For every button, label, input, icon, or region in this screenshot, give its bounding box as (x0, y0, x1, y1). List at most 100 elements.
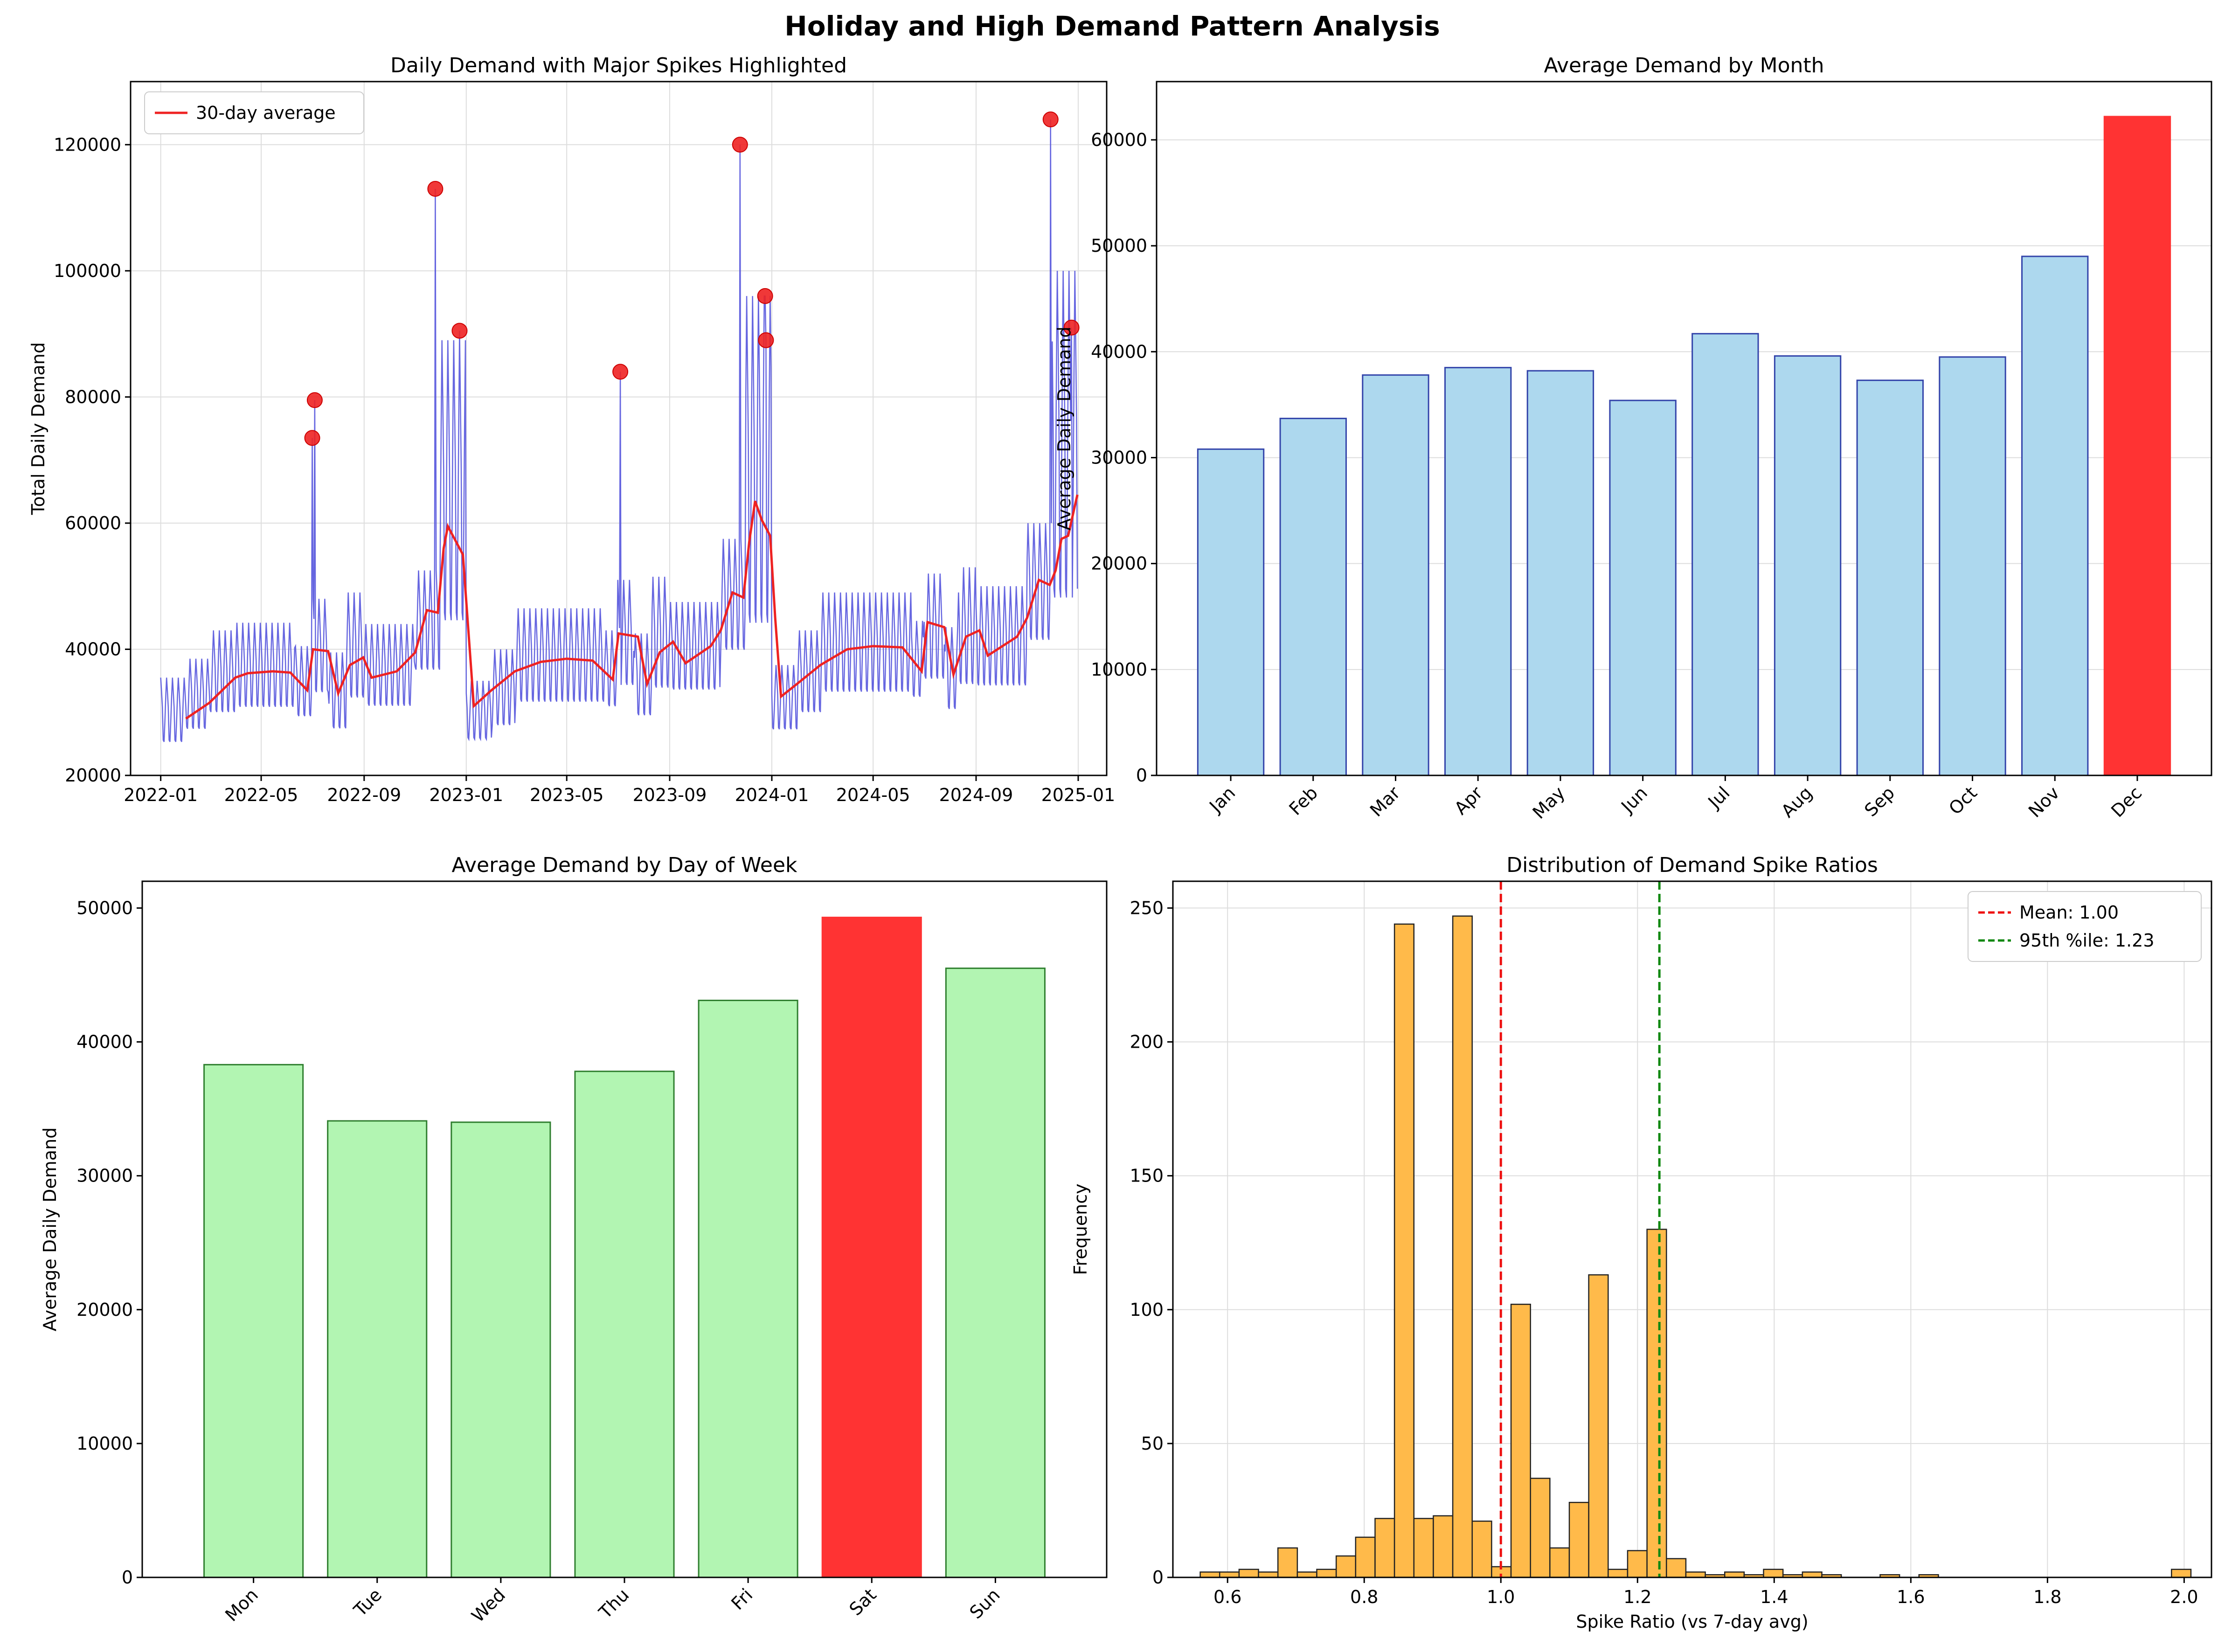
histogram-bar (1335, 1555, 1357, 1578)
x-tick-label: 1.6 (1897, 1587, 1925, 1607)
legend-label-average: 30-day average (196, 103, 336, 123)
x-axis-label: Spike Ratio (vs 7-day avg) (1576, 1611, 1808, 1632)
legend-label-p95: 95th %ile: 1.23 (2019, 930, 2155, 951)
histogram-bar (1724, 1571, 1745, 1578)
bar-wed (451, 1121, 551, 1578)
spike-marker (427, 180, 444, 197)
x-tick-label: Nov (2024, 782, 2064, 822)
x-tick-label: 2023-01 (429, 785, 503, 805)
histogram-bar (1393, 923, 1415, 1578)
histogram-bar (1277, 1547, 1298, 1578)
x-tick-label: 1.2 (1623, 1587, 1651, 1607)
y-tick-label: 30000 (1091, 447, 1147, 468)
spike-ratio-panel: 0 50 100 150 200 250 0.6 0.8 1.0 1.2 1.4 1.6 1.8 2.0 D… (1070, 853, 2212, 1632)
plot-frame (130, 81, 1108, 776)
panel-title: Distribution of Demand Spike Ratios (1506, 853, 1878, 877)
histogram-bar (1296, 1571, 1317, 1578)
histogram-bar (1608, 1569, 1629, 1578)
y-tick-label: 20000 (1091, 553, 1147, 574)
x-tick-label: 1.4 (1760, 1587, 1788, 1607)
y-tick-label: 10000 (1091, 659, 1147, 680)
y-tick-label: 50000 (1091, 235, 1147, 256)
weekday-demand-panel: 0 10000 20000 30000 40000 50000 Mon Tue Wed Thu Fr… (40, 853, 1108, 1626)
bar-sep (1856, 380, 1924, 776)
daily-demand-line (160, 119, 1078, 742)
x-tick-label: Jan (1205, 782, 1239, 817)
monthly-demand-panel: 0 10000 20000 30000 40000 50000 60000 Jan Feb Mar… (1054, 54, 2212, 823)
plot-frame (1172, 880, 2212, 1578)
x-tick-label: 2023-05 (530, 785, 604, 805)
x-tick-label: 1.0 (1487, 1587, 1515, 1607)
y-axis-label: Average Daily Demand (1054, 326, 1074, 531)
x-tick-label: Sat (845, 1584, 880, 1619)
histogram-bar (1568, 1501, 1589, 1578)
x-tick-label: Mar (1366, 782, 1404, 821)
y-axis-label: Frequency (1070, 1183, 1091, 1275)
x-tick-label: Sun (966, 1584, 1004, 1623)
x-tick-label: Sep (1860, 782, 1899, 821)
histogram-bar (1316, 1569, 1337, 1578)
x-tick-label: 2025-01 (1041, 785, 1116, 805)
x-tick-label: 1.8 (2033, 1587, 2061, 1607)
x-tick-label: 0.6 (1213, 1587, 1241, 1607)
y-tick-label: 0 (122, 1567, 133, 1588)
x-tick-label: 2024-01 (735, 785, 809, 805)
histogram-bar (1471, 1521, 1492, 1578)
bar-feb (1279, 417, 1347, 776)
histogram-bar (1199, 1571, 1220, 1578)
x-tick-label: 2024-05 (836, 785, 910, 805)
histogram-bar (1646, 1229, 1667, 1578)
x-tick-label: Thu (595, 1584, 633, 1623)
x-tick-label: May (1529, 782, 1569, 823)
histogram-bar (1510, 1304, 1531, 1578)
bar-mon (203, 1064, 304, 1578)
y-tick-label: 50000 (76, 898, 133, 918)
histogram-bar (1666, 1558, 1687, 1578)
y-tick-label: 0 (1152, 1567, 1164, 1588)
y-tick-label: 100 (1130, 1299, 1164, 1320)
y-tick-label: 100000 (54, 261, 121, 281)
x-tick-label: 2022-05 (224, 785, 298, 805)
histogram-bar (1258, 1571, 1279, 1578)
spike-marker (306, 392, 323, 408)
x-tick-label: Apr (1450, 782, 1487, 819)
y-tick-label: 200 (1130, 1032, 1164, 1052)
histogram-bar (1763, 1569, 1784, 1578)
histogram-bar (1452, 915, 1473, 1578)
y-tick-label: 120000 (54, 134, 121, 155)
histogram-bar (2171, 1569, 2192, 1578)
y-tick-label: 80000 (65, 387, 121, 407)
bar-apr (1444, 366, 1512, 776)
y-tick-label: 0 (1136, 765, 1147, 786)
histogram-bar (1433, 1515, 1454, 1578)
spike-marker (757, 288, 773, 304)
histogram-bar (1219, 1571, 1240, 1578)
histogram-bar (1374, 1518, 1395, 1578)
bar-aug (1774, 355, 1842, 776)
histogram-bar (1802, 1571, 1823, 1578)
moving-average-line (185, 494, 1079, 720)
bar-fri (698, 1000, 798, 1578)
y-tick-label: 20000 (76, 1299, 133, 1320)
y-tick-label: 30000 (76, 1166, 133, 1186)
bar-may (1526, 370, 1594, 776)
bar-thu (574, 1071, 675, 1578)
x-tick-label: 2023-09 (633, 785, 707, 805)
histogram-bar (1413, 1518, 1434, 1578)
panel-title: Daily Demand with Major Spikes Highlight… (390, 54, 847, 77)
y-tick-label: 60000 (1091, 130, 1147, 150)
bar-tue (327, 1120, 428, 1578)
y-tick-label: 40000 (1091, 341, 1147, 362)
spike-marker (758, 332, 774, 348)
bar-mar (1362, 374, 1429, 776)
bar-jul (1691, 333, 1759, 776)
figure-title: Holiday and High Demand Pattern Analysis (784, 10, 1440, 42)
y-tick-label: 250 (1130, 898, 1164, 918)
daily-demand-panel: 20000 40000 60000 80000 100000 120000 2022-01 2… (28, 54, 1115, 805)
spike-marker (612, 364, 629, 380)
x-tick-label: Oct (1945, 782, 1981, 819)
x-tick-label: Fri (727, 1584, 756, 1614)
histogram-bar (1355, 1536, 1376, 1578)
y-tick-label: 40000 (76, 1032, 133, 1052)
bar-jan (1197, 448, 1265, 776)
